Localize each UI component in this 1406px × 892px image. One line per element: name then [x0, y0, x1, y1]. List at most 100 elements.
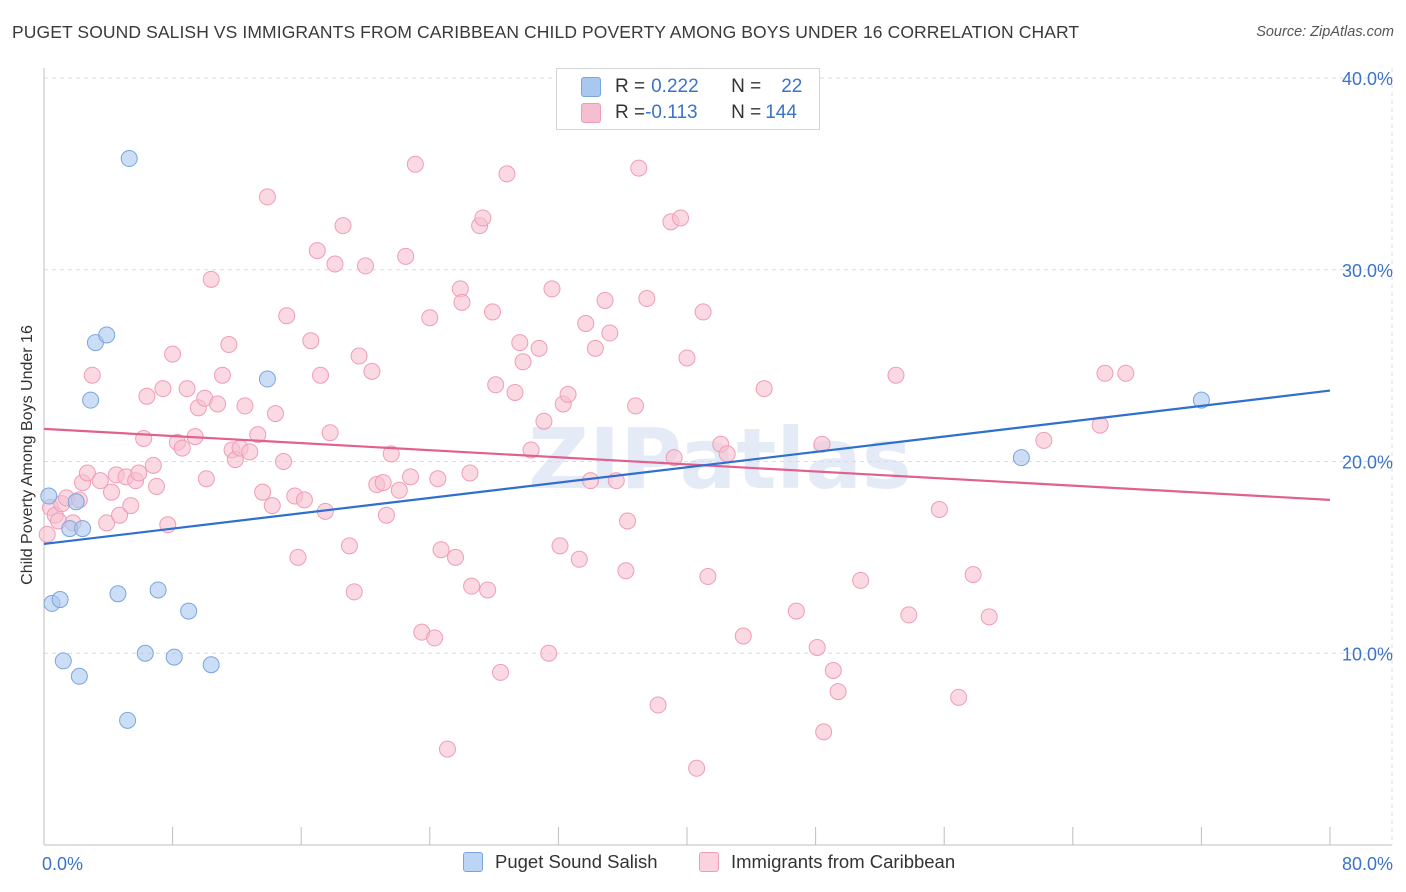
- caribbean-point: [350, 347, 368, 365]
- caribbean-point: [601, 324, 619, 342]
- trend-lines: [43, 389, 1331, 546]
- legend-n-value: 144: [765, 102, 797, 123]
- caribbean-point: [694, 303, 712, 321]
- caribbean-point: [483, 303, 501, 321]
- caribbean-point: [278, 307, 296, 325]
- caribbean-point: [130, 464, 148, 482]
- caribbean-point: [551, 537, 569, 555]
- legend-r-label: R =: [615, 76, 646, 97]
- caribbean-point: [148, 477, 166, 495]
- caribbean-point: [154, 380, 172, 398]
- caribbean-point: [340, 537, 358, 555]
- caribbean-point: [808, 638, 826, 656]
- x-tick-label: 80.0%: [1342, 854, 1393, 874]
- caribbean-point: [815, 723, 833, 741]
- y-tick-label: 40.0%: [1342, 69, 1393, 89]
- caribbean-point: [426, 629, 444, 647]
- salish-point: [40, 487, 58, 505]
- salish-point: [136, 644, 154, 662]
- caribbean-point: [173, 439, 191, 457]
- caribbean-point: [302, 332, 320, 350]
- y-tick-label: 10.0%: [1342, 644, 1393, 664]
- caribbean-point: [374, 474, 392, 492]
- caribbean-point: [447, 548, 465, 566]
- salish-point: [1192, 391, 1210, 409]
- caribbean-point: [429, 470, 447, 488]
- caribbean-point: [406, 155, 424, 173]
- caribbean-point: [852, 571, 870, 589]
- salish-point: [70, 667, 88, 685]
- caribbean-point: [964, 566, 982, 584]
- caribbean-point: [421, 309, 439, 327]
- caribbean-point: [249, 426, 267, 444]
- caribbean-point: [678, 349, 696, 367]
- caribbean-point: [535, 412, 553, 430]
- salish-point: [1012, 449, 1030, 467]
- caribbean-point: [649, 696, 667, 714]
- caribbean-point: [498, 165, 516, 183]
- salish-trend-line: [43, 389, 1331, 546]
- legend-r-label: R =: [615, 102, 646, 123]
- caribbean-point: [540, 644, 558, 662]
- legend-label-salish: Puget Sound Salish: [495, 851, 658, 872]
- caribbean-point: [734, 627, 752, 645]
- salish-point: [67, 493, 85, 511]
- caribbean-point: [236, 397, 254, 415]
- caribbean-point: [103, 483, 121, 501]
- caribbean-point: [295, 491, 313, 509]
- caribbean-point: [83, 366, 101, 384]
- caribbean-point: [202, 270, 220, 288]
- caribbean-point: [138, 387, 156, 405]
- caribbean-point: [617, 562, 635, 580]
- series-salish-points: [40, 150, 1210, 729]
- legend-item-salish: Puget Sound Salish: [463, 851, 658, 873]
- caribbean-point: [178, 380, 196, 398]
- caribbean-point: [289, 548, 307, 566]
- chart-title: PUGET SOUND SALISH VS IMMIGRANTS FROM CA…: [12, 22, 1080, 42]
- legend-r-value: 0.222: [651, 76, 699, 97]
- caribbean-point: [144, 456, 162, 474]
- caribbean-point: [111, 506, 129, 524]
- caribbean-point: [1117, 364, 1135, 382]
- caribbean-point: [787, 602, 805, 620]
- y-tick-label: 30.0%: [1342, 261, 1393, 281]
- caribbean-point: [363, 362, 381, 380]
- tick-labels: 10.0% 20.0% 30.0% 40.0% 0.0% 80.0%: [42, 69, 1393, 874]
- caribbean-point: [321, 424, 339, 442]
- caribbean-point: [266, 405, 284, 423]
- caribbean-point: [586, 339, 604, 357]
- caribbean-point: [530, 339, 548, 357]
- caribbean-point: [506, 383, 524, 401]
- caribbean-point: [311, 366, 329, 384]
- caribbean-point: [345, 583, 363, 601]
- caribbean-point: [326, 255, 344, 273]
- legend-swatch-salish: [581, 77, 601, 97]
- caribbean-point: [334, 217, 352, 235]
- y-tick-label: 20.0%: [1342, 453, 1393, 473]
- salish-point: [82, 391, 100, 409]
- axes: [43, 68, 1392, 846]
- caribbean-point: [258, 188, 276, 206]
- source-credit: Source: ZipAtlas.com: [1256, 24, 1394, 40]
- caribbean-point: [514, 353, 532, 371]
- legend-n-label: N =: [731, 102, 762, 123]
- caribbean-point: [308, 242, 326, 260]
- caribbean-point: [487, 376, 505, 394]
- caribbean-point: [241, 443, 259, 461]
- caribbean-point: [209, 395, 227, 413]
- caribbean-point: [665, 449, 683, 467]
- caribbean-point: [688, 759, 706, 777]
- caribbean-point: [619, 512, 637, 530]
- caribbean-point: [630, 159, 648, 177]
- caribbean-point: [397, 247, 415, 265]
- caribbean-point: [492, 663, 510, 681]
- caribbean-point: [432, 541, 450, 559]
- x-tick-label: 0.0%: [42, 854, 83, 874]
- caribbean-point: [718, 445, 736, 463]
- caribbean-point: [829, 683, 847, 701]
- caribbean-point: [638, 290, 656, 308]
- caribbean-point: [479, 581, 497, 599]
- caribbean-point: [627, 397, 645, 415]
- legend-n-label: N =: [731, 76, 762, 97]
